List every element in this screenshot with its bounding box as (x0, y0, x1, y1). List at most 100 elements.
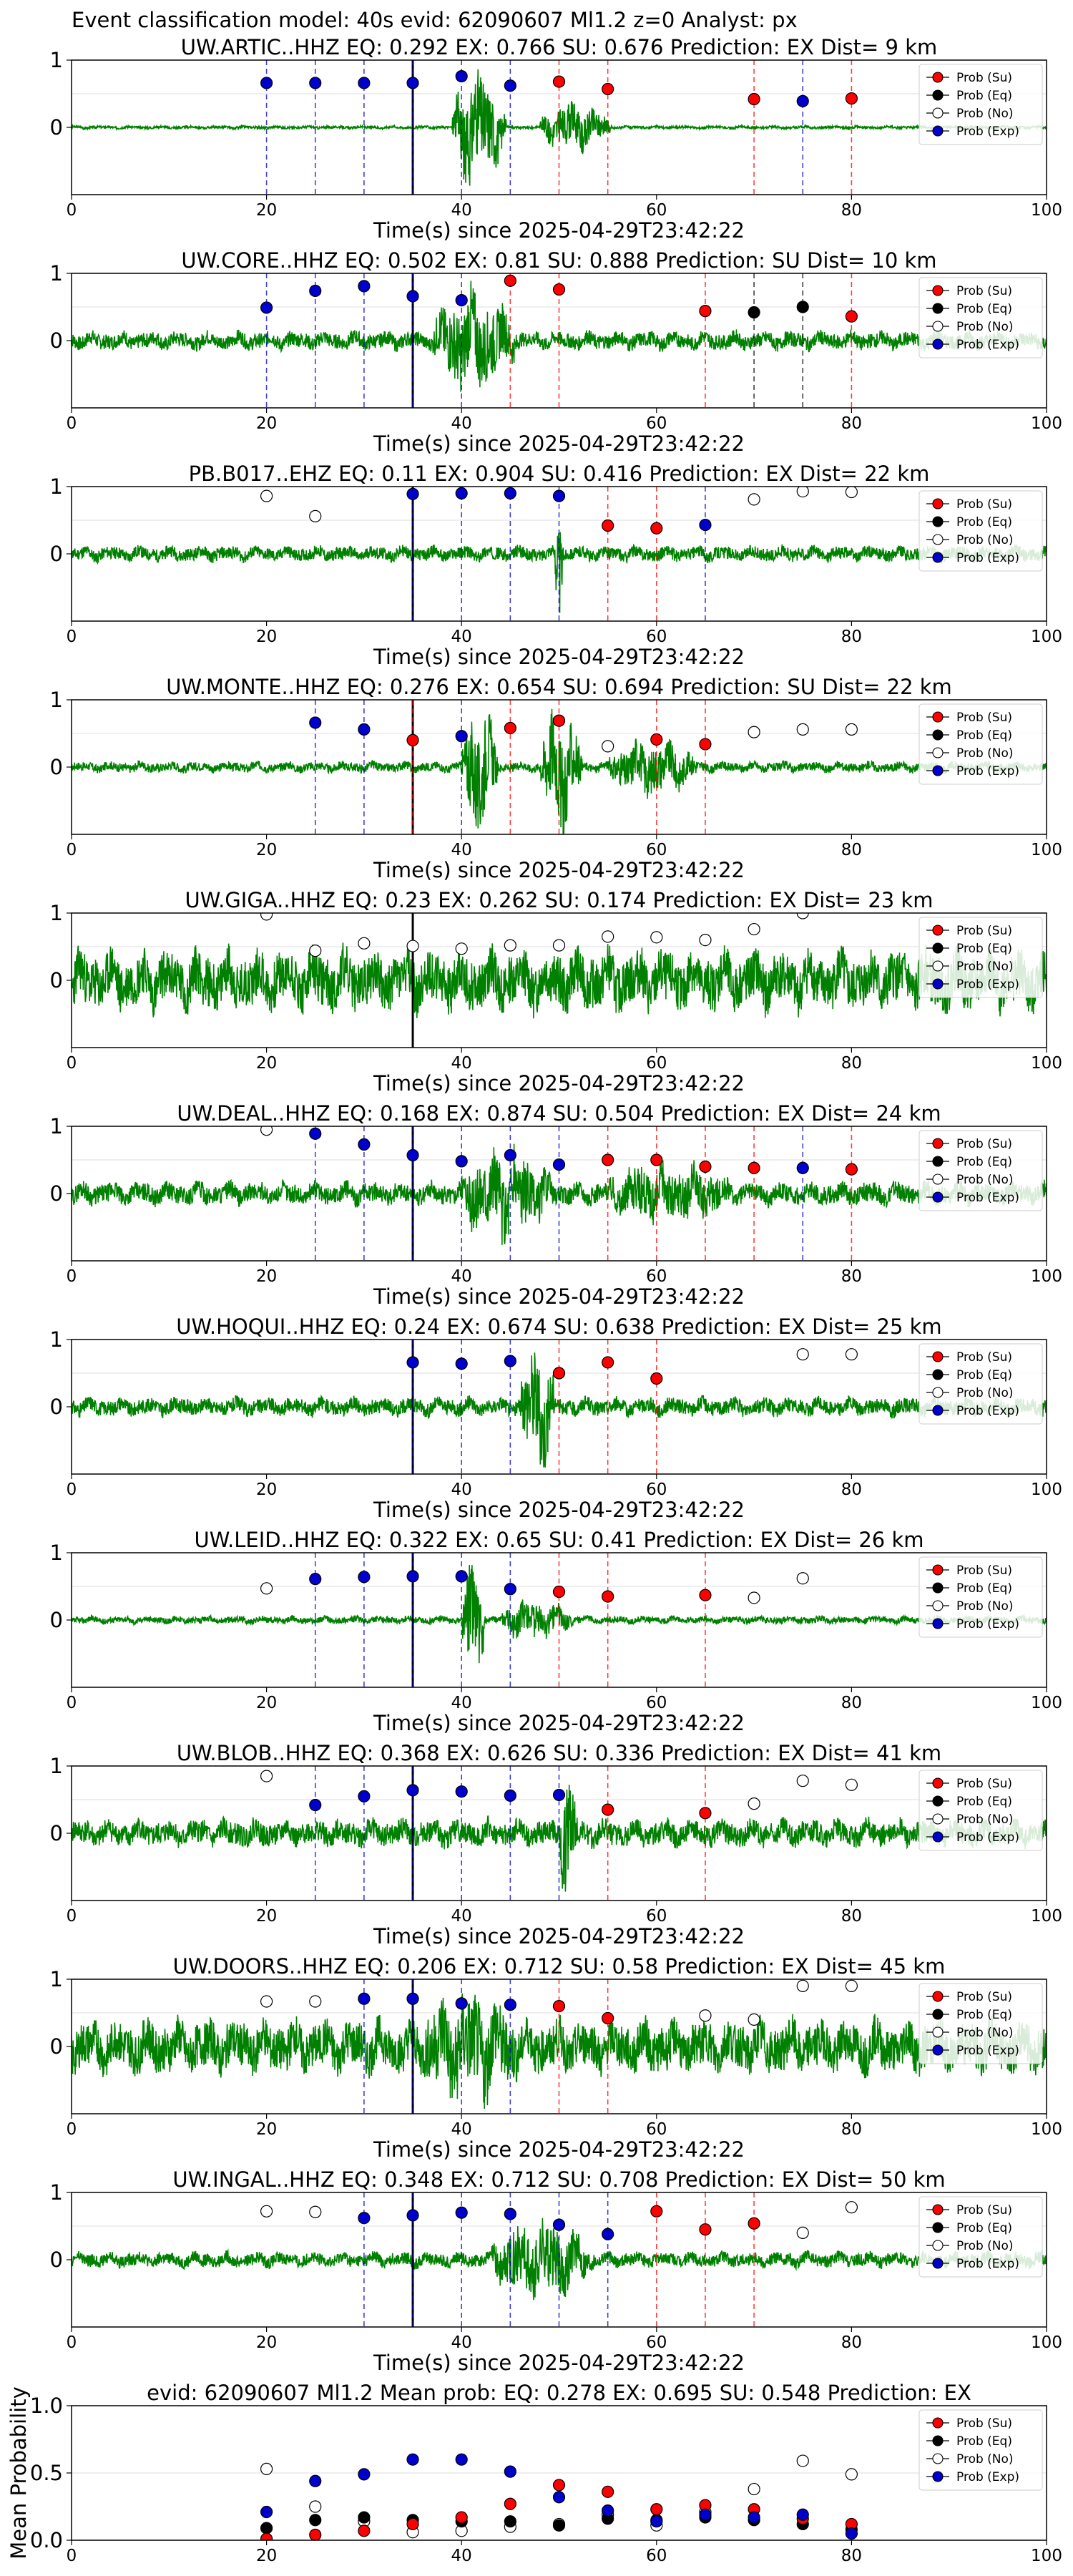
prob-marker-exp (504, 1355, 516, 1367)
legend-marker-su (932, 1351, 944, 1362)
legend-label: Prob (Eq) (956, 302, 1012, 316)
legend-label: Prob (No) (956, 107, 1014, 121)
prob-marker-exp (455, 730, 468, 743)
prob-marker-eq (748, 306, 760, 319)
mean-marker-eq (260, 2522, 273, 2534)
legend-label: Prob (Exp) (956, 1830, 1019, 1845)
prob-marker-exp (358, 1992, 371, 2005)
prob-marker-exp (406, 77, 419, 89)
x-axis-label: Time(s) since 2025-04-29T23:42:22 (373, 1924, 745, 1948)
legend: Prob (Su) Prob (Eq) Prob (No) Prob (Exp) (918, 2409, 1043, 2491)
prob-marker-exp (358, 1790, 371, 1802)
legend-marker-no (932, 2240, 944, 2251)
prob-marker-no (309, 945, 322, 957)
legend-label: Prob (Eq) (956, 1155, 1012, 1169)
x-tick-label: 60 (646, 2547, 667, 2565)
panel-3: UW.MONTE..HHZ EQ: 0.276 EX: 0.654 SU: 0.… (50, 675, 1062, 882)
y-tick-label: 0 (50, 1821, 63, 1845)
x-tick-label: 100 (1031, 1694, 1062, 1712)
legend-marker-su (932, 72, 944, 83)
x-tick-label: 40 (451, 2547, 472, 2565)
x-axis-label: Time(s) since 2025-04-29T23:42:22 (373, 858, 745, 882)
prob-marker-exp (358, 2212, 371, 2225)
prob-marker-no (552, 939, 566, 952)
legend-marker-no (932, 1600, 944, 1611)
prob-marker-no (699, 933, 712, 947)
prob-marker-su (845, 1163, 858, 1176)
mean-marker-exp (796, 2508, 809, 2521)
prob-marker-no (309, 2205, 322, 2218)
x-tick-label: 0 (67, 2547, 77, 2565)
x-tick-label: 60 (646, 1054, 667, 1073)
prob-marker-su (650, 733, 663, 746)
legend-label: Prob (Exp) (956, 1191, 1019, 1205)
x-tick-label: 60 (646, 414, 667, 433)
prob-marker-no (309, 509, 322, 522)
prob-marker-exp (455, 1785, 468, 1798)
legend-label: Prob (Exp) (956, 764, 1019, 779)
x-tick-label: 40 (451, 1694, 472, 1712)
y-tick-label: 0 (50, 968, 63, 992)
mean-marker-eq (358, 2511, 371, 2524)
legend-label: Prob (No) (956, 533, 1014, 547)
legend-box (918, 2196, 1043, 2278)
x-tick-label: 0 (67, 1907, 77, 1926)
prob-marker-exp (552, 489, 566, 502)
x-tick-label: 20 (256, 2333, 277, 2352)
x-tick-label: 100 (1031, 2333, 1062, 2352)
x-tick-label: 100 (1031, 1480, 1062, 1499)
prob-marker-no (845, 1348, 858, 1361)
prob-marker-exp (406, 2209, 419, 2222)
x-axis-label: Time(s) since 2025-04-29T23:42:22 (373, 2137, 745, 2162)
prob-marker-su (845, 92, 858, 105)
prob-marker-no (845, 723, 858, 736)
x-tick-label: 20 (256, 1267, 277, 1286)
x-tick-label: 80 (841, 2333, 862, 2352)
legend-marker-eq (932, 2435, 944, 2446)
x-tick-label: 60 (646, 1480, 667, 1499)
legend-label: Prob (Exp) (956, 977, 1019, 992)
x-tick-label: 0 (67, 414, 77, 433)
legend: Prob (Su) Prob (Eq) Prob (No) Prob (Exp) (918, 490, 1043, 572)
legend: Prob (Su) Prob (Eq) Prob (No) Prob (Exp) (918, 703, 1043, 785)
prob-marker-no (260, 1582, 273, 1595)
legend-box (918, 917, 1043, 998)
panel-title: evid: 62090607 Ml1.2 Mean prob: EQ: 0.27… (147, 2381, 971, 2405)
x-axis-label: Time(s) since 2025-04-29T23:42:22 (373, 1711, 745, 1735)
prob-marker-no (699, 2009, 712, 2022)
prob-marker-no (748, 493, 760, 506)
prob-marker-no (358, 937, 371, 950)
prob-marker-exp (504, 1999, 516, 2011)
legend-marker-no (932, 321, 944, 332)
y-tick-label: 1 (50, 1114, 63, 1138)
x-tick-label: 20 (256, 201, 277, 220)
y-tick-label: 0 (50, 1608, 63, 1632)
legend-label: Prob (Exp) (956, 2257, 1019, 2271)
y-tick-label: 1 (50, 688, 63, 712)
mean-marker-exp (309, 2474, 322, 2487)
prob-marker-no (796, 913, 809, 919)
prob-marker-su (748, 92, 760, 106)
waveform-trace (72, 2218, 1047, 2301)
mean-marker-no (260, 2462, 273, 2475)
legend-marker-eq (932, 942, 944, 954)
x-tick-label: 100 (1031, 1907, 1062, 1926)
figure-suptitle: Event classification model: 40s evid: 62… (72, 8, 798, 32)
legend-label: Prob (Exp) (956, 551, 1019, 565)
legend-marker-exp (932, 338, 944, 350)
y-tick-label: 0 (50, 542, 63, 566)
legend-box (918, 277, 1043, 358)
legend-label: Prob (No) (956, 1813, 1014, 1827)
x-tick-label: 100 (1031, 1267, 1062, 1286)
prob-marker-no (748, 2013, 760, 2026)
mean-marker-su (552, 2479, 566, 2492)
panel-title: UW.CORE..HHZ EQ: 0.502 EX: 0.81 SU: 0.88… (181, 248, 936, 273)
x-tick-label: 20 (256, 2547, 277, 2565)
prob-marker-exp (455, 2206, 468, 2219)
y-tick-label: 1 (50, 1967, 63, 1991)
panel-9: UW.DOORS..HHZ EQ: 0.206 EX: 0.712 SU: 0.… (50, 1954, 1062, 2162)
y-tick-label: 1 (50, 474, 63, 499)
legend-marker-eq (932, 729, 944, 741)
legend-marker-no (932, 2453, 944, 2464)
x-tick-label: 0 (67, 841, 77, 859)
